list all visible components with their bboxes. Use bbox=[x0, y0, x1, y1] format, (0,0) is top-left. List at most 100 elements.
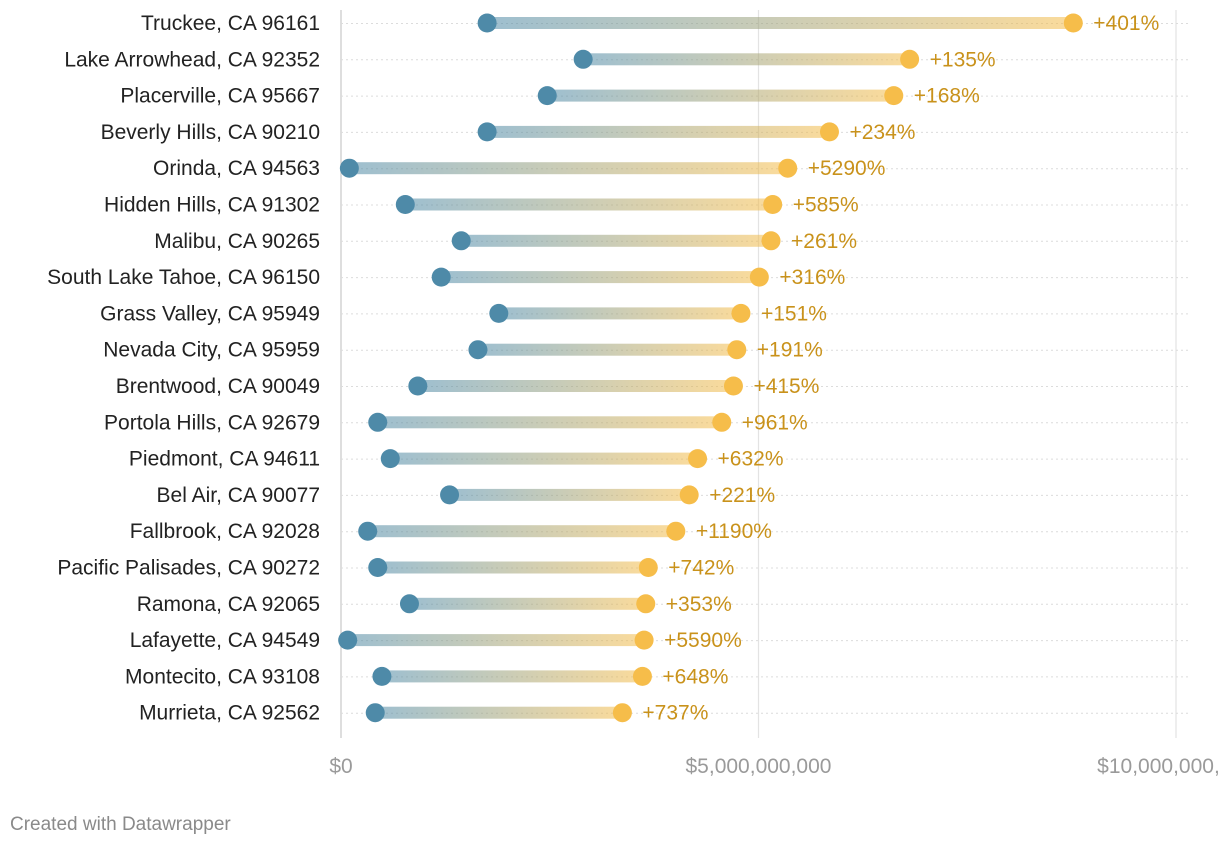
x-tick-label: $5,000,000,000 bbox=[686, 755, 832, 778]
row-label: Lake Arrowhead, CA 92352 bbox=[64, 48, 320, 71]
row-label: Beverly Hills, CA 90210 bbox=[101, 121, 320, 144]
dumbbell-bar bbox=[487, 17, 1074, 29]
change-label: +135% bbox=[930, 48, 996, 71]
start-value-dot bbox=[358, 521, 378, 541]
start-value-dot bbox=[368, 558, 388, 577]
dumbbell-bar bbox=[441, 271, 760, 284]
chart-row: Hidden Hills, CA 91302 +585% bbox=[104, 194, 1190, 217]
chart-row: Malibu, CA 90265 +261% bbox=[154, 230, 1190, 253]
end-value-dot bbox=[749, 267, 769, 287]
end-value-dot bbox=[884, 86, 904, 106]
change-label: +353% bbox=[666, 593, 732, 616]
chart-row: Piedmont, CA 94611 +632% bbox=[129, 448, 1190, 471]
x-tick-label: $10,000,000,000 bbox=[1097, 755, 1220, 778]
end-value-dot bbox=[1063, 13, 1083, 33]
start-value-dot bbox=[477, 122, 497, 142]
start-value-dot bbox=[408, 376, 428, 396]
end-value-dot bbox=[723, 376, 743, 396]
start-value-dot bbox=[451, 231, 471, 251]
change-label: +742% bbox=[668, 557, 734, 580]
x-axis: $0 $5,000,000,000 $10,000,000,000 bbox=[329, 755, 1220, 778]
start-value-dot bbox=[537, 86, 557, 106]
end-value-dot bbox=[712, 412, 732, 432]
change-label: +585% bbox=[793, 194, 859, 217]
chart-row: Murrieta, CA 92562 +737% bbox=[139, 702, 1190, 725]
chart-row: Truckee, CA 96161 +401% bbox=[141, 12, 1190, 35]
change-label: +234% bbox=[849, 121, 915, 144]
dumbbell-bar bbox=[417, 380, 734, 392]
end-value-dot bbox=[819, 122, 839, 142]
change-label: +5290% bbox=[808, 157, 886, 180]
end-value-dot bbox=[679, 485, 699, 505]
end-value-dot bbox=[612, 703, 632, 723]
end-value-dot bbox=[778, 158, 798, 178]
datawrapper-credit: Created with Datawrapper bbox=[10, 814, 231, 835]
row-label: Brentwood, CA 90049 bbox=[116, 375, 320, 398]
dumbbell-bar bbox=[377, 416, 722, 429]
change-label: +1190% bbox=[696, 520, 772, 543]
change-label: +316% bbox=[779, 266, 845, 289]
change-label: +961% bbox=[742, 411, 808, 434]
row-label: Fallbrook, CA 92028 bbox=[130, 520, 320, 543]
change-label: +737% bbox=[642, 702, 708, 725]
end-value-dot bbox=[632, 666, 652, 686]
end-value-dot bbox=[688, 449, 708, 469]
change-label: +151% bbox=[761, 302, 827, 325]
start-value-dot bbox=[338, 630, 358, 650]
end-value-dot bbox=[638, 558, 658, 577]
change-label: +632% bbox=[718, 448, 784, 471]
chart-row: South Lake Tahoe, CA 96150 +316% bbox=[47, 266, 1190, 289]
dumbbell-bar bbox=[349, 162, 788, 175]
dumbbell-bar bbox=[347, 634, 645, 647]
end-value-dot bbox=[636, 594, 656, 614]
end-value-dot bbox=[900, 49, 920, 69]
dumbbell-bar bbox=[583, 53, 910, 66]
change-label: +191% bbox=[757, 339, 823, 362]
row-label: Orinda, CA 94563 bbox=[153, 157, 320, 180]
start-value-dot bbox=[468, 340, 488, 360]
dumbbell-bar bbox=[409, 597, 646, 610]
change-label: +401% bbox=[1093, 12, 1159, 35]
row-label: Montecito, CA 93108 bbox=[125, 665, 320, 688]
row-label: Lafayette, CA 94549 bbox=[130, 629, 320, 652]
start-value-dot bbox=[372, 666, 392, 686]
change-label: +168% bbox=[914, 85, 980, 108]
row-label: Portola Hills, CA 92679 bbox=[104, 411, 320, 434]
end-value-dot bbox=[666, 521, 686, 541]
chart-row: Pacific Palisades, CA 90272 +742% bbox=[57, 557, 1190, 580]
chart-row: Placerville, CA 95667 +168% bbox=[120, 85, 1190, 108]
chart-rows: Truckee, CA 96161 +401% Lake Arrowhead, CA… bbox=[47, 12, 1190, 725]
start-value-dot bbox=[489, 303, 509, 323]
row-label: Nevada City, CA 95959 bbox=[103, 339, 320, 362]
end-value-dot bbox=[634, 630, 654, 650]
chart-row: Portola Hills, CA 92679 +961% bbox=[104, 411, 1190, 434]
dumbbell-bar bbox=[498, 307, 741, 320]
dumbbell-bar bbox=[405, 198, 773, 211]
chart-row: Beverly Hills, CA 90210 +234% bbox=[101, 121, 1190, 144]
chart-row: Fallbrook, CA 92028 +1190% bbox=[130, 520, 1190, 543]
start-value-dot bbox=[380, 449, 400, 469]
start-value-dot bbox=[395, 195, 415, 214]
change-label: +261% bbox=[791, 230, 857, 253]
start-value-dot bbox=[440, 485, 460, 505]
end-value-dot bbox=[763, 195, 783, 214]
row-label: Placerville, CA 95667 bbox=[120, 85, 320, 108]
start-value-dot bbox=[339, 158, 359, 178]
chart-row: Brentwood, CA 90049 +415% bbox=[116, 375, 1190, 398]
chart-row: Nevada City, CA 95959 +191% bbox=[103, 339, 1190, 362]
start-value-dot bbox=[431, 267, 451, 287]
dumbbell-bar bbox=[547, 89, 894, 102]
row-label: Piedmont, CA 94611 bbox=[129, 448, 320, 471]
row-label: Hidden Hills, CA 91302 bbox=[104, 194, 320, 217]
dumbbell-bar bbox=[477, 343, 737, 356]
start-value-dot bbox=[399, 594, 419, 614]
dumbbell-bar bbox=[377, 561, 649, 574]
row-label: South Lake Tahoe, CA 96150 bbox=[47, 266, 320, 289]
row-label: Pacific Palisades, CA 90272 bbox=[57, 557, 320, 580]
chart-row: Ramona, CA 92065 +353% bbox=[137, 593, 1190, 616]
dumbbell-bar bbox=[390, 452, 698, 465]
x-tick-label: $0 bbox=[329, 755, 352, 778]
start-value-dot bbox=[573, 49, 593, 69]
chart-row: Grass Valley, CA 95949 +151% bbox=[100, 302, 1190, 325]
